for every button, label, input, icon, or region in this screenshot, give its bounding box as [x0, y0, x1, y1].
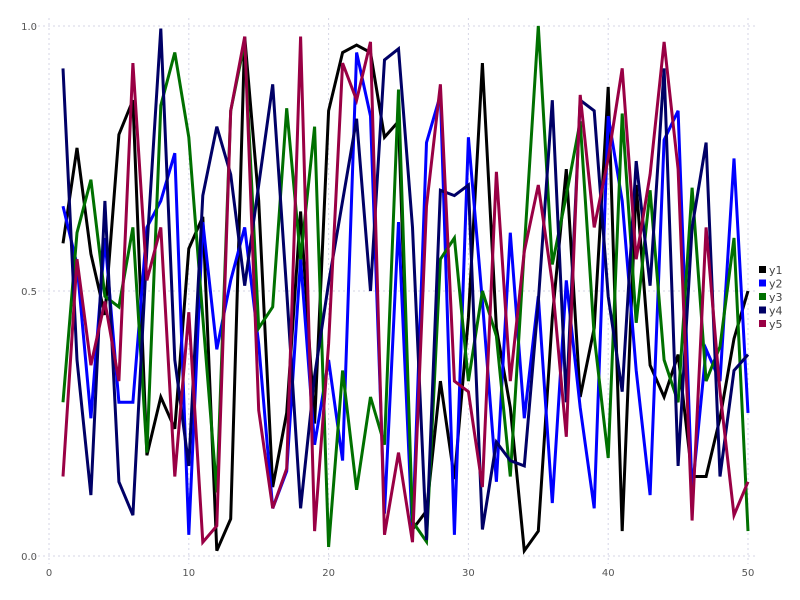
x-axis-ticks: 0 10 20 30 40 50	[46, 568, 755, 579]
series-line-y3	[61, 25, 750, 548]
legend-label-y4: y4	[769, 305, 783, 318]
x-tick-label: 50	[742, 568, 755, 579]
y-tick-label: 0.5	[21, 287, 37, 298]
legend-label-y5: y5	[769, 318, 783, 331]
legend-label-y3: y3	[769, 291, 783, 304]
x-tick-label: 0	[46, 568, 52, 579]
x-tick-label: 20	[322, 568, 335, 579]
legend-swatch-y2	[759, 279, 766, 287]
legend-swatch-y5	[759, 320, 766, 327]
y-tick-label: 0.0	[21, 552, 37, 563]
series-line-y2	[61, 52, 750, 535]
x-tick-label: 40	[602, 568, 615, 579]
legend-label-y1: y1	[769, 264, 783, 277]
series-line-y4	[61, 28, 750, 541]
series-lines	[61, 25, 750, 555]
legend-label-y2: y2	[769, 278, 783, 291]
legend-swatch-y1	[759, 266, 766, 273]
y-tick-label: 1.0	[21, 22, 37, 33]
legend-swatch-y4	[759, 306, 766, 314]
y-axis-ticks: 0.0 0.5 1.0	[21, 22, 37, 563]
x-tick-label: 10	[182, 568, 195, 579]
series-line-y5	[61, 36, 750, 546]
x-tick-label: 30	[462, 568, 475, 579]
legend-swatch-y3	[759, 293, 766, 300]
